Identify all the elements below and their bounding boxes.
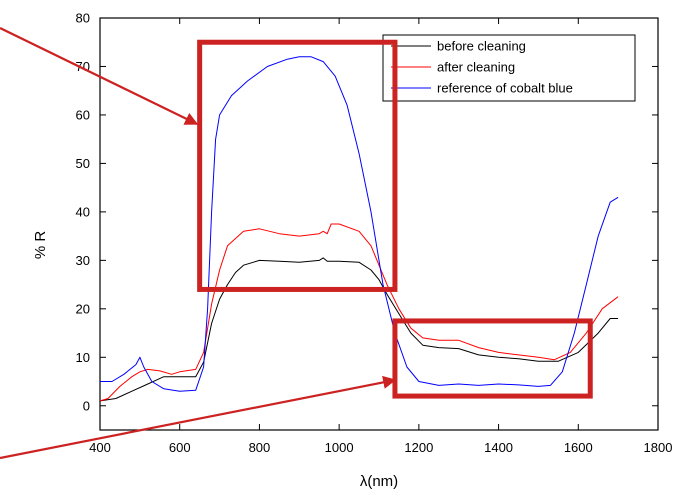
y-tick-label: 0	[83, 398, 90, 413]
y-tick-label: 50	[76, 156, 90, 171]
y-tick-label: 40	[76, 204, 90, 219]
x-tick-label: 1000	[325, 440, 354, 455]
y-tick-label: 10	[76, 350, 90, 365]
y-tick-label: 60	[76, 107, 90, 122]
highlight-box	[392, 318, 593, 399]
legend-label: before cleaning	[437, 39, 526, 54]
x-tick-label: 1600	[564, 440, 593, 455]
legend-label: reference of cobalt blue	[437, 81, 573, 96]
plot-area	[99, 17, 659, 431]
legend: before cleaning after cleaning reference o…	[382, 34, 636, 102]
x-axis-ticks: 400 600 800 1000 1200 1400 1600 1800	[89, 18, 672, 455]
y-tick-label: 80	[76, 11, 90, 26]
x-axis-title: λ(nm)	[360, 473, 398, 490]
x-tick-label: 1200	[404, 440, 433, 455]
x-tick-label: 1400	[484, 440, 513, 455]
x-tick-label: 400	[89, 440, 111, 455]
series-line	[100, 56, 619, 392]
x-tick-label: 800	[249, 440, 271, 455]
x-tick-label: 600	[169, 440, 191, 455]
legend-label: after cleaning	[437, 60, 515, 75]
series-line	[99, 223, 619, 402]
highlight-box	[197, 39, 398, 292]
series-layer	[99, 56, 619, 402]
y-axis-title: % R	[32, 231, 49, 260]
y-tick-label: 20	[76, 301, 90, 316]
series-line	[99, 257, 619, 402]
x-tick-label: 1800	[644, 440, 673, 455]
plot-frame	[99, 17, 659, 431]
annotations-layer	[0, 27, 593, 460]
annotation-arrow	[0, 27, 199, 125]
y-tick-label: 30	[76, 253, 90, 268]
annotation-arrow	[0, 375, 397, 460]
